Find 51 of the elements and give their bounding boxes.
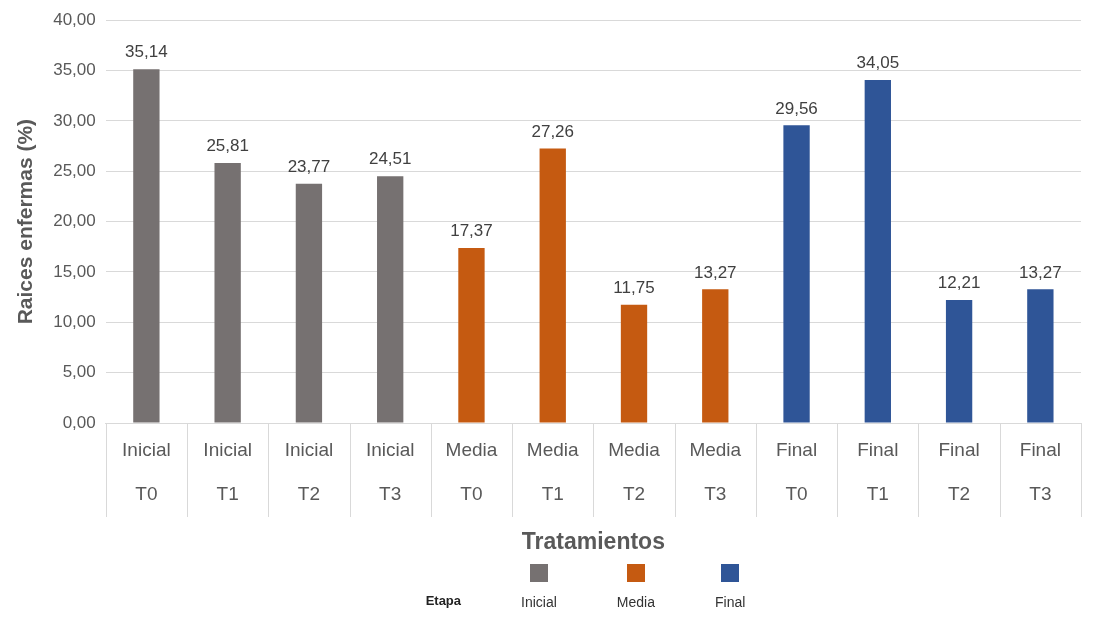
y-tick-label: 30,00 [53,110,96,130]
y-axis-title: Raices enfermas (%) [13,118,37,325]
y-tick-label: 35,00 [53,60,96,80]
text: 35,14 [125,42,168,62]
bar [214,163,241,423]
text: 34,05 [856,53,900,73]
y-tick-label: 20,00 [53,211,96,231]
x-tick-label: Final T1 [857,439,899,504]
text: 13,27 [694,262,737,282]
bar [783,125,810,423]
y-tick-label: 15,00 [53,261,96,281]
bar [133,69,160,423]
bar [702,289,729,423]
y-tick-label: 40,00 [53,9,96,29]
x-tick-label: Media T1 [526,439,580,504]
bar [377,176,404,423]
x-tick-label: Media T2 [608,439,661,504]
text: 25,81 [206,136,249,156]
bar [458,248,485,423]
x-axis-title: Tratamientos [521,527,665,554]
legend-title: Etapa [425,593,462,608]
x-tick-label: Inicial T2 [284,439,334,504]
text: 27,26 [531,121,575,141]
y-tick-label: 10,00 [53,311,96,331]
x-tick-label: Media T3 [689,439,742,504]
x-tick-label: Final T0 [775,439,818,504]
text: 29,56 [775,98,818,118]
bar [1027,289,1054,423]
bar [295,183,323,423]
y-tick-label: 5,00 [62,362,96,382]
x-tick-label: Inicial T1 [203,439,252,504]
text: 11,75 [613,277,655,297]
text: 17,37 [450,221,493,241]
y-tick-label: 25,00 [53,160,96,180]
bar [539,148,566,423]
bar [864,80,891,423]
text: 23,77 [287,156,331,176]
x-tick-label: Final T2 [938,439,980,504]
legend-label: Media [616,594,655,610]
legend-label: Final [714,594,746,610]
y-tick-label: 0,00 [62,412,96,432]
x-tick-label: Final T3 [1019,439,1061,504]
text: 24,51 [368,149,412,169]
x-tick-label: Inicial T0 [122,439,171,504]
x-tick-label: Media T0 [445,439,498,504]
text: 12,21 [937,273,981,293]
bar [620,304,648,423]
x-tick-label: Inicial T3 [365,439,415,504]
legend-label: Inicial [521,594,557,610]
bar [945,300,973,423]
text: 13,27 [1019,262,1062,282]
